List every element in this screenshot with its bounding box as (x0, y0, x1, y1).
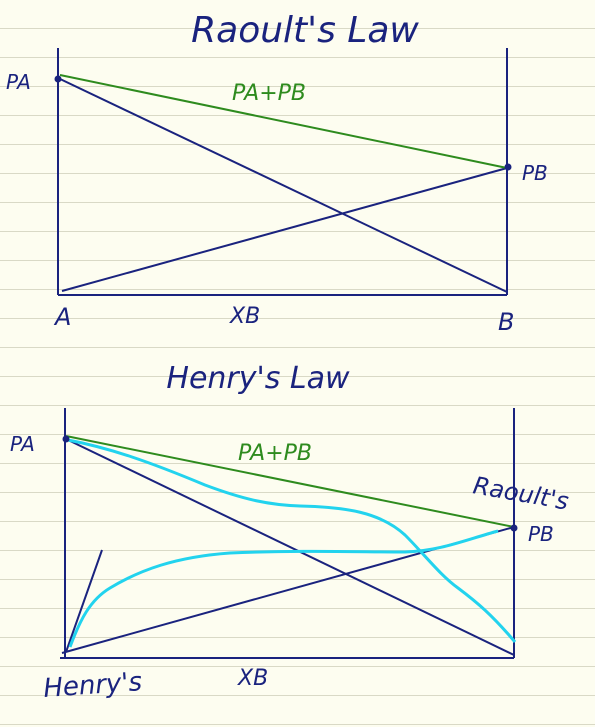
diagram1-pa-point (54, 75, 62, 83)
diagram2-pb-point (510, 524, 518, 532)
diagram1-pb-point (504, 163, 512, 171)
diagram2-pa-line (65, 438, 515, 656)
diagram1-a-label: A (53, 303, 71, 331)
diagram1-pa-label: PA (6, 70, 31, 94)
diagram2-raoults-label: Raoult's (471, 471, 571, 515)
diagram1-total-pressure-line (59, 74, 508, 169)
diagram2-pa-label: PA (10, 432, 35, 456)
raoults-law-diagram: Raoult's Law PA PB PA+PB A B XB (6, 10, 548, 336)
diagram2-pb-label: PB (528, 522, 554, 546)
diagram1-pa-line (57, 77, 508, 293)
diagram1-b-label: B (498, 308, 514, 336)
diagram2-henrys-tangent (65, 549, 103, 653)
diagram2-xb-label: XB (237, 666, 268, 691)
diagram1-pb-label: PB (522, 161, 548, 185)
diagram2-henrys-label: Henry's (42, 667, 143, 704)
diagram2-total-pressure-line (65, 435, 515, 528)
diagram1-xb-label: XB (229, 304, 260, 329)
diagram2-pa-point (62, 435, 70, 443)
diagram1-sum-label: PA+PB (232, 81, 306, 106)
diagram2-real-pb-curve (68, 529, 499, 648)
diagram2-title: Henry's Law (166, 361, 350, 396)
henrys-law-diagram: Henry's Law PA PB PA+PB Raoult's Henry's… (10, 361, 571, 704)
diagram2-real-pa-curve (67, 438, 517, 643)
diagram1-title: Raoult's Law (191, 10, 419, 51)
diagram2-sum-label: PA+PB (238, 441, 312, 466)
diagram1-pb-line (61, 167, 508, 292)
